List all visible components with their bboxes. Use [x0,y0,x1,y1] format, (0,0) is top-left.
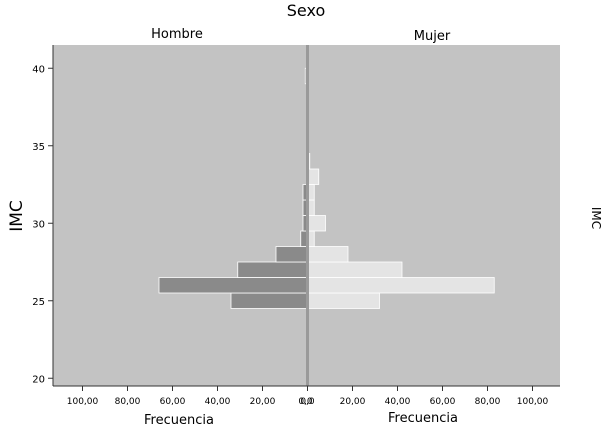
x-tick-label-left-4: 20,00 [250,397,276,407]
x-tick-label-left-1: 80,00 [115,397,141,407]
bar-mujer-8 [307,168,320,185]
y-ticks-group: 20 25 30 35 40 [32,64,53,385]
x-tick-label-right-1: 20,00 [340,397,366,407]
bar-hombre-0 [230,292,308,309]
bar-mujer-1 [307,277,495,294]
bar-mujer-3 [307,246,349,263]
x-tick-label-right-5: 100,00 [517,397,549,407]
bar-hombre-2 [237,261,308,278]
y-tick-label-0: 20 [32,374,45,385]
x-axis-title-right: Frecuencia [388,411,458,426]
chart-title: Sexo [287,1,325,20]
bar-hombre-1 [158,277,308,294]
panel-left-background [53,45,307,386]
x-ticks-group: 100,00 80,00 60,00 40,00 20,00 0,00,0 20,00 40,… [67,386,549,407]
y-tick-label-1: 25 [32,297,45,308]
x-tick-label-left-0: 100,00 [67,397,99,407]
bar-hombre-3 [275,246,308,263]
panel-right-background [308,45,560,386]
bar-mujer-0 [307,292,380,309]
x-tick-label-right-4: 80,00 [475,397,501,407]
y-axis-title-right: IMC [589,207,603,229]
x-tick-label-right-2: 40,00 [385,397,411,407]
x-tick-label-left-5: 0,0 [298,397,313,407]
x-tick-label-right-3: 60,00 [430,397,456,407]
bar-mujer-2 [307,261,403,278]
x-axis-title-left: Frecuencia [144,413,214,426]
panel-label-hombre: Hombre [151,27,203,42]
x-tick-label-right-0: 0,0 [300,397,315,407]
panel-label-mujer: Mujer [414,29,451,44]
x-tick-label-left-3: 40,00 [205,397,231,407]
y-tick-label-2: 30 [32,219,45,230]
bar-mujer-5 [307,215,326,232]
x-tick-label-left-2: 60,00 [160,397,186,407]
y-tick-label-3: 35 [32,142,45,153]
y-tick-label-4: 40 [32,64,45,75]
y-axis-title: IMC [7,200,27,232]
